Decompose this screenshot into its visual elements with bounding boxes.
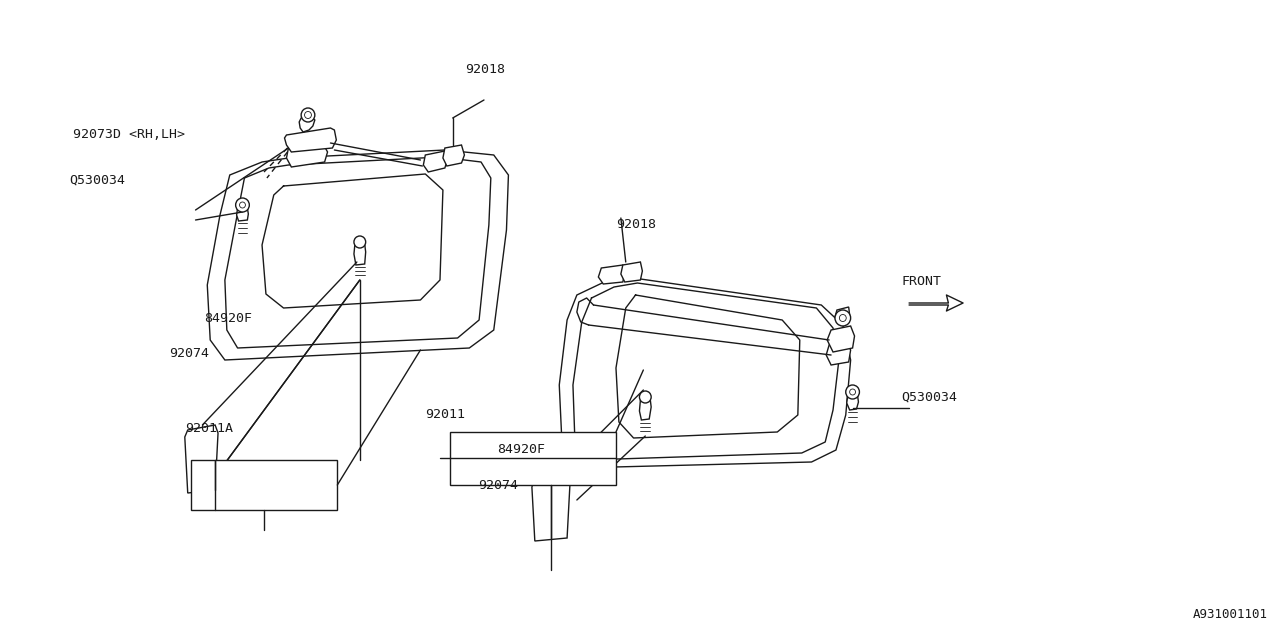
Polygon shape	[184, 425, 218, 493]
Polygon shape	[846, 395, 859, 410]
Polygon shape	[191, 460, 338, 510]
Polygon shape	[826, 342, 851, 365]
Polygon shape	[621, 262, 643, 282]
Text: 92074: 92074	[477, 479, 518, 492]
Circle shape	[305, 111, 311, 118]
Circle shape	[640, 391, 652, 403]
Text: FRONT: FRONT	[901, 275, 941, 288]
Polygon shape	[237, 208, 248, 221]
Polygon shape	[827, 326, 855, 352]
Polygon shape	[207, 150, 508, 360]
Text: 92073D <RH,LH>: 92073D <RH,LH>	[73, 128, 184, 141]
Polygon shape	[284, 128, 337, 152]
Text: 84920F: 84920F	[204, 312, 252, 325]
Polygon shape	[424, 151, 448, 172]
Text: 92011A: 92011A	[186, 422, 233, 435]
Polygon shape	[300, 116, 315, 132]
Polygon shape	[640, 399, 652, 420]
Polygon shape	[443, 145, 465, 166]
Polygon shape	[835, 307, 850, 323]
Text: Q530034: Q530034	[69, 174, 125, 187]
Circle shape	[355, 236, 366, 248]
Polygon shape	[532, 475, 570, 541]
Polygon shape	[287, 143, 328, 167]
Text: Q530034: Q530034	[901, 390, 957, 403]
Circle shape	[236, 198, 250, 212]
Text: 84920F: 84920F	[497, 444, 545, 456]
Polygon shape	[449, 432, 616, 485]
Text: A931001101: A931001101	[1193, 609, 1267, 621]
Polygon shape	[598, 265, 625, 284]
Circle shape	[239, 202, 246, 208]
Circle shape	[301, 108, 315, 122]
Text: 92018: 92018	[616, 218, 655, 230]
Circle shape	[846, 385, 859, 399]
Text: 92018: 92018	[466, 63, 506, 76]
Circle shape	[835, 310, 851, 326]
Circle shape	[850, 389, 855, 395]
Circle shape	[840, 314, 846, 321]
Polygon shape	[355, 244, 366, 265]
Text: 92011: 92011	[425, 408, 466, 421]
Text: 92074: 92074	[169, 348, 209, 360]
Polygon shape	[559, 278, 851, 468]
